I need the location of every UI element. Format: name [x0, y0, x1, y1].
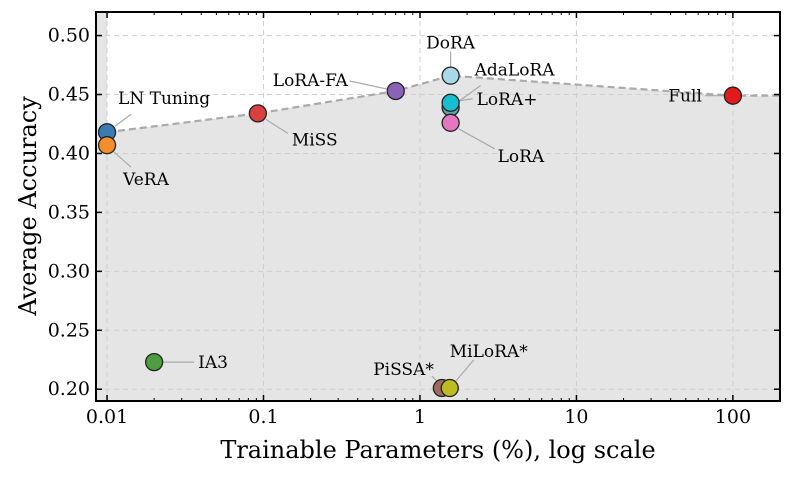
point-label-lora: LoRA — [498, 147, 545, 167]
y-tick-label: 0.30 — [48, 260, 90, 282]
leader-line-lora-fa — [349, 80, 387, 90]
point-label-dora: DoRA — [426, 34, 476, 54]
point-label-miss: MiSS — [292, 130, 338, 150]
point-vera — [97, 136, 117, 155]
point-label-ia3: IA3 — [198, 353, 228, 373]
point-dora — [441, 66, 460, 85]
x-tick-label: 10 — [564, 406, 588, 428]
leader-line-milora — [455, 359, 475, 382]
x-tick-label: 100 — [715, 406, 751, 428]
leader-lines-layer — [112, 51, 724, 382]
point-label-adalora: AdaLoRA — [474, 60, 556, 80]
y-tick-label: 0.45 — [48, 84, 90, 106]
leader-line-lora — [458, 128, 495, 150]
point-label-full: Full — [668, 87, 702, 107]
leader-line-adalora — [458, 84, 481, 102]
leader-line-lora — [459, 98, 473, 102]
shaded-region-left — [96, 12, 108, 401]
point-milora — [440, 378, 459, 398]
shaded-region-layer — [96, 12, 780, 401]
points-layer — [97, 66, 743, 398]
shaded-region — [107, 75, 780, 401]
point-lora — [441, 93, 460, 112]
x-tick-label: 0.01 — [86, 406, 128, 428]
y-tick-label: 0.50 — [48, 25, 90, 47]
point-label-lora: LoRA+ — [477, 90, 538, 110]
point-full — [723, 86, 743, 105]
y-tick-label: 0.20 — [48, 378, 90, 400]
point-label-ln-tuning: LN Tuning — [118, 89, 210, 109]
plot-frame — [95, 11, 781, 402]
x-axis-label: Trainable Parameters (%), log scale — [220, 436, 655, 464]
point-label-milora: MiLoRA* — [450, 342, 528, 362]
point-label-vera: VeRA — [122, 170, 170, 190]
y-axis-label: Average Accuracy — [14, 96, 42, 317]
x-tick-label: 1 — [414, 406, 426, 428]
point-miss — [248, 104, 267, 123]
ticks-layer: 0.01 0.1 1 10 100 0.20 0.25 0.30 0.35 0.40 0.45 0.5… — [48, 12, 780, 428]
point-ia3 — [144, 352, 164, 372]
leader-line-ln-tuning — [114, 113, 132, 127]
leader-line-vera — [112, 150, 132, 168]
y-tick-label: 0.35 — [48, 201, 90, 223]
leader-line-miss — [265, 118, 289, 134]
point-labels-layer: LN Tuning VeRA MiSS LoRA-FA DoRA AdaLoRA LoRA+… — [118, 34, 702, 380]
leader-line-pissa — [431, 375, 438, 382]
y-tick-label: 0.40 — [48, 142, 90, 164]
point-lora-fa — [386, 81, 405, 101]
point-label-lora-fa: LoRA-FA — [273, 71, 349, 91]
point-lora — [441, 113, 460, 132]
x-tick-label: 0.1 — [248, 406, 278, 428]
y-tick-label: 0.25 — [48, 319, 90, 341]
point-label-pissa: PiSSA* — [373, 360, 434, 380]
